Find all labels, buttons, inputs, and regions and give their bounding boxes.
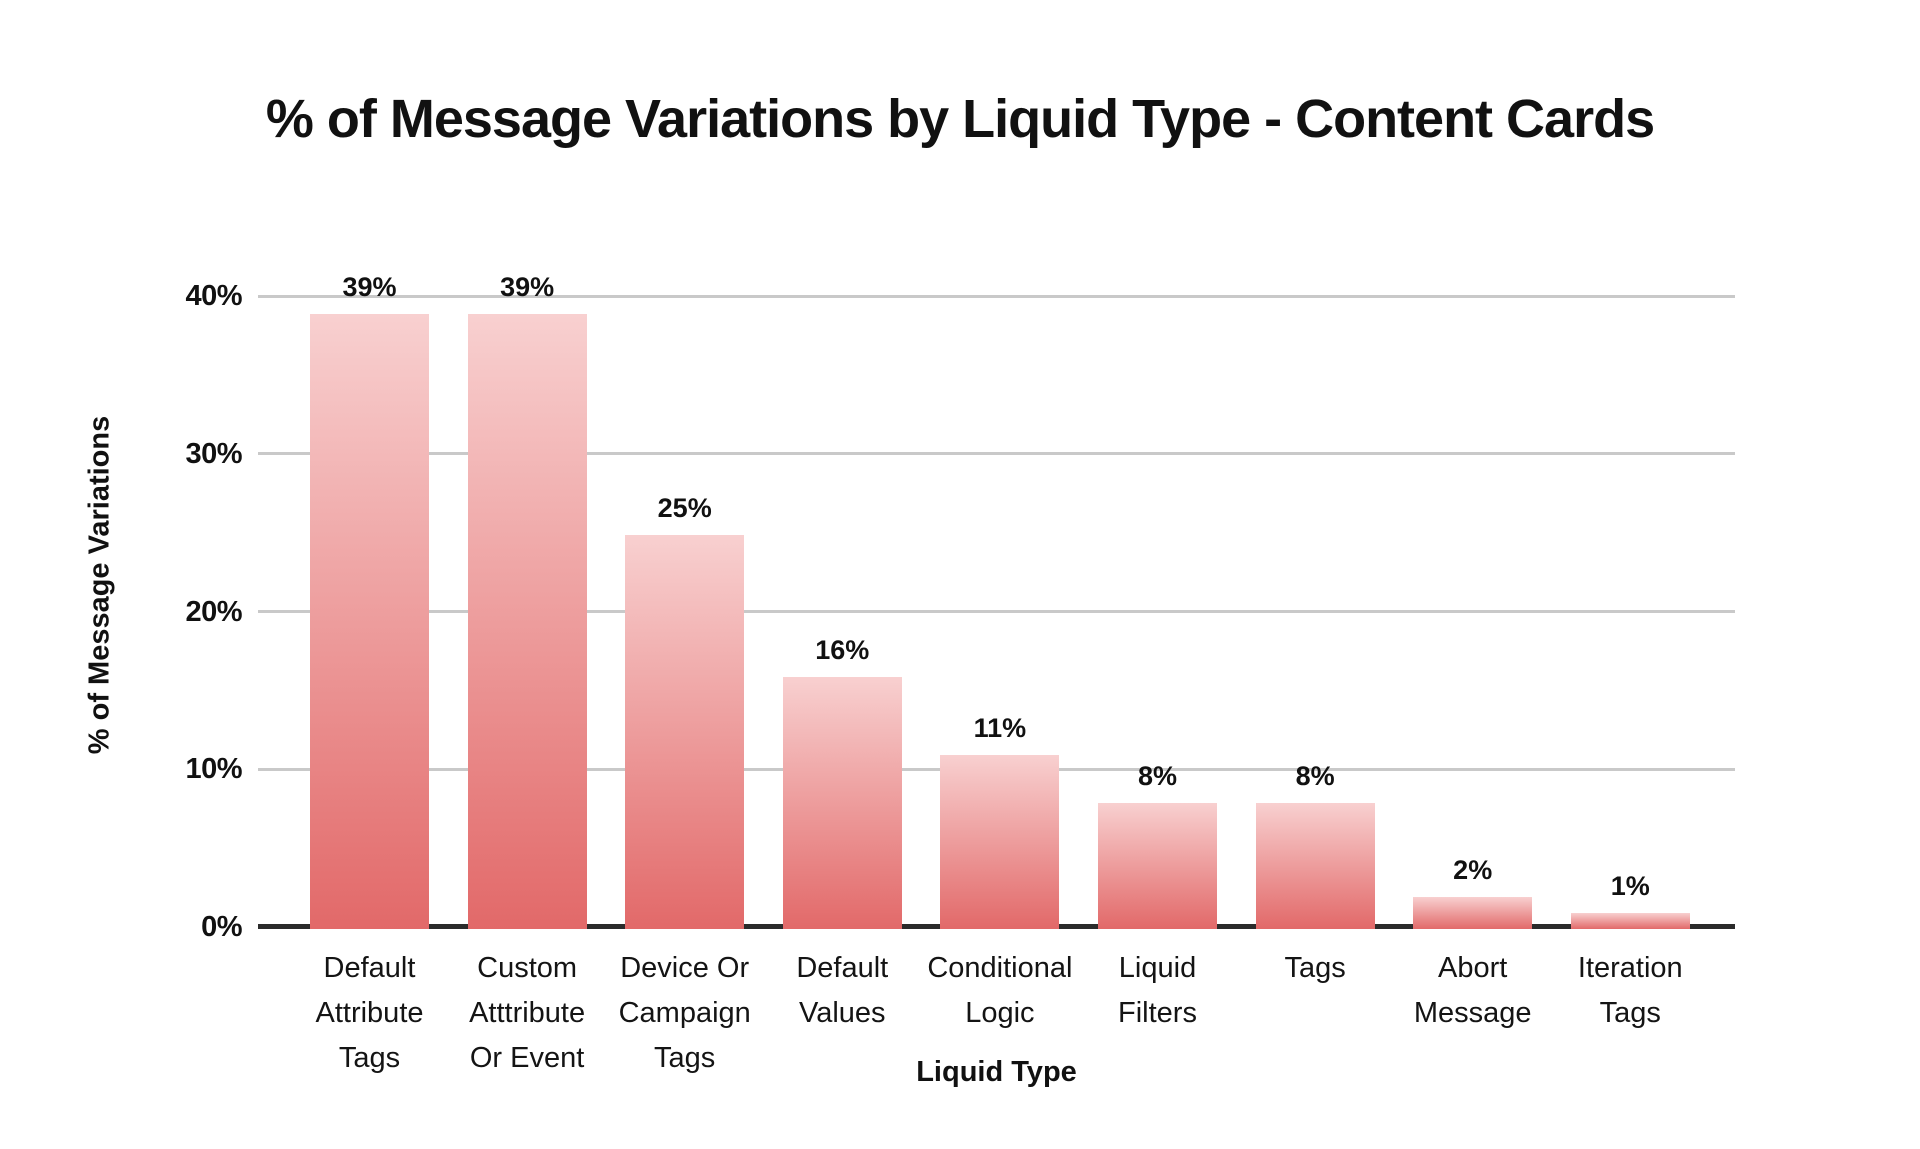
gridline-30pct [258,452,1735,456]
bar-abort-message [1413,897,1533,929]
category-label-device-or-campaign-tags: Device Or Campaign Tags [618,952,751,1074]
bar-device-or-campaign-tags [625,534,745,929]
bar-custom-atttribute-or-event [467,313,587,929]
bar-liquid-filters [1098,802,1217,929]
category-label-default-values: Default Values [796,952,889,1029]
value-label-iteration-tags: 1% [1610,871,1650,902]
value-label-tags: 8% [1295,760,1335,791]
category-label-iteration-tags: Iteration Tags [1577,952,1683,1029]
bar-default-attribute-tags [310,313,429,929]
value-label-custom-atttribute-or-event: 39% [500,271,555,302]
value-label-default-values: 16% [815,634,870,665]
value-label-device-or-campaign-tags: 25% [657,492,712,523]
y-tick-label-0pct: 0% [201,911,242,943]
category-label-tags: Tags [1284,952,1346,984]
category-label-conditional-logic: Conditional Logic [927,952,1073,1029]
y-tick-label-30pct: 30% [185,437,242,470]
value-label-default-attribute-tags: 39% [342,271,397,302]
y-tick-label-40pct: 40% [185,280,242,312]
y-tick-label-20pct: 20% [185,595,242,628]
gridline-20pct [258,610,1735,613]
category-label-default-attribute-tags: Default Attribute Tags [315,952,424,1074]
gridline-40pct [258,294,1735,298]
category-label-liquid-filters: Liquid Filters [1118,952,1197,1029]
value-label-abort-message: 2% [1453,855,1493,886]
bar-default-values [782,676,902,929]
bar-conditional-logic [940,755,1060,929]
bar-tags [1255,802,1375,929]
y-axis-title: % of Message Variations [83,415,116,755]
x-axis-title: Liquid Type [916,1056,1077,1088]
category-label-abort-message: Abort Message [1413,952,1532,1029]
y-tick-label-10pct: 10% [185,753,242,786]
value-label-liquid-filters: 8% [1137,760,1178,791]
chart-title: % of Message Variations by Liquid Type -… [265,89,1655,149]
bar-iteration-tags [1570,913,1690,929]
category-label-custom-atttribute-or-event: Custom Atttribute Or Event [469,952,586,1074]
value-label-conditional-logic: 11% [973,713,1027,744]
